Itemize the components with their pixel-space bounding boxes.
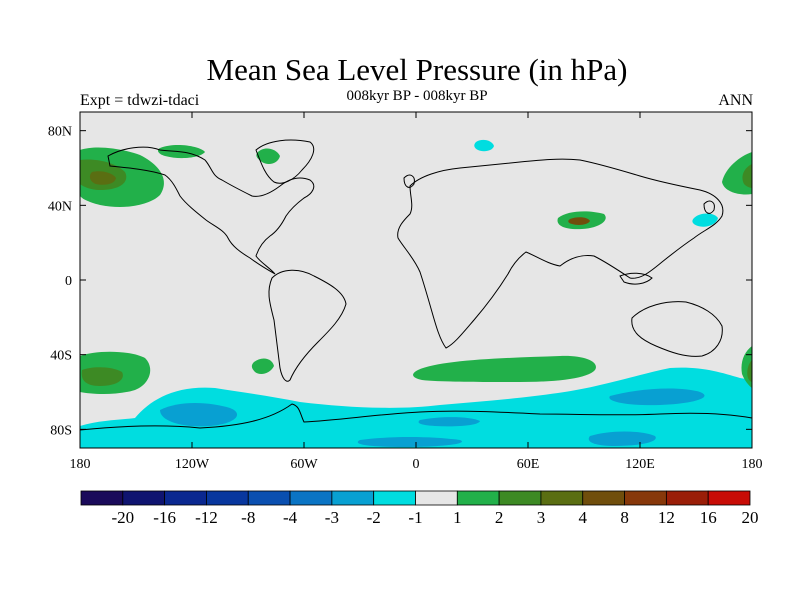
colorbar-label: 16 bbox=[700, 508, 717, 527]
colorbar-label: 2 bbox=[495, 508, 504, 527]
colorbar-swatch bbox=[164, 490, 207, 506]
lon-tick-label: 180 bbox=[70, 457, 91, 472]
colorbar-label: -20 bbox=[111, 508, 134, 527]
arctic-negative-anomaly bbox=[474, 139, 494, 152]
colorbar-swatch bbox=[331, 490, 375, 506]
lon-tick-label: 60E bbox=[517, 457, 540, 472]
australia-coast bbox=[631, 301, 723, 357]
southern-ocean-negative-anomaly bbox=[80, 367, 752, 448]
north-pacific-strongest-anomaly bbox=[89, 171, 116, 185]
north-pacific-negative-anomaly bbox=[692, 213, 718, 227]
south-indian-positive-anomaly bbox=[413, 355, 596, 382]
south-pacific-east-stronger-anomaly bbox=[747, 360, 752, 382]
colorbar-swatch bbox=[122, 490, 166, 506]
colorbar-swatch bbox=[540, 490, 584, 506]
colorbar-swatch bbox=[498, 490, 542, 506]
colorbar-swatch bbox=[415, 490, 458, 506]
lat-tick-label: 0 bbox=[65, 274, 72, 289]
lat-tick-label: 40S bbox=[50, 349, 72, 364]
colorbar-label: 20 bbox=[742, 508, 759, 527]
colorbar: -20 -16 -12 -8 -4 -3 -2 -1 1 2 3 4 8 12 16 20 bbox=[80, 490, 759, 527]
colorbar-label: -8 bbox=[241, 508, 255, 527]
southern-ocean-moderate-anomaly bbox=[160, 403, 238, 427]
colorbar-label: 4 bbox=[579, 508, 588, 527]
lon-tick-label: 120W bbox=[175, 457, 210, 472]
japan-coast bbox=[703, 200, 715, 214]
colorbar-label: 12 bbox=[658, 508, 675, 527]
experiment-label: Expt = tdwzi-tdaci bbox=[80, 92, 200, 109]
south-pacific-stronger-anomaly bbox=[81, 367, 123, 386]
colorbar-swatch bbox=[665, 490, 709, 506]
colorbar-swatch bbox=[247, 490, 291, 506]
colorbar-swatch bbox=[80, 490, 124, 506]
lat-tick-label: 80S bbox=[50, 423, 72, 438]
greenland-coast bbox=[255, 139, 315, 184]
uk-coast bbox=[403, 174, 415, 188]
map-area bbox=[79, 111, 753, 449]
lon-tick-label: 0 bbox=[413, 457, 420, 472]
north-pacific-stronger-anomaly bbox=[742, 164, 752, 188]
colorbar-label: -1 bbox=[408, 508, 422, 527]
southern-ocean-moderate-anomaly bbox=[357, 437, 462, 447]
season-label: ANN bbox=[718, 92, 753, 109]
colorbar-label: -4 bbox=[283, 508, 298, 527]
colorbar-label: 1 bbox=[453, 508, 462, 527]
lat-tick-label: 40N bbox=[48, 199, 72, 214]
coastlines bbox=[79, 139, 753, 431]
southern-ocean-moderate-anomaly bbox=[418, 417, 480, 427]
map-title: Mean Sea Level Pressure (in hPa) bbox=[206, 52, 628, 87]
europe-africa-coast bbox=[397, 158, 724, 349]
tibetan-strongest-anomaly bbox=[568, 217, 590, 225]
colorbar-swatch bbox=[206, 490, 249, 506]
lon-tick-label: 60W bbox=[290, 457, 318, 472]
lon-tick-label: 180 bbox=[742, 457, 763, 472]
colorbar-swatch bbox=[582, 490, 625, 506]
colorbar-label: -3 bbox=[325, 508, 339, 527]
southern-ocean-moderate-anomaly bbox=[609, 388, 705, 406]
colorbar-swatch bbox=[624, 490, 667, 506]
greenland-positive-anomaly bbox=[256, 148, 280, 164]
southern-ocean-moderate-anomaly bbox=[588, 431, 656, 446]
colorbar-swatch bbox=[707, 490, 751, 506]
latitude-axis: 80N 40N 0 40S 80S bbox=[48, 125, 752, 438]
colorbar-label: -16 bbox=[153, 508, 176, 527]
lon-tick-label: 120E bbox=[625, 457, 655, 472]
colorbar-label: 8 bbox=[620, 508, 629, 527]
colorbar-label: 3 bbox=[537, 508, 546, 527]
colorbar-label: -12 bbox=[195, 508, 218, 527]
time-range-label: 008kyr BP - 008kyr BP bbox=[346, 88, 488, 104]
colorbar-swatch bbox=[373, 490, 416, 506]
colorbar-swatch bbox=[289, 490, 333, 506]
south-atlantic-positive-anomaly bbox=[251, 358, 274, 374]
south-america-coast bbox=[268, 269, 347, 382]
lat-tick-label: 80N bbox=[48, 125, 72, 140]
antarctica-coast bbox=[79, 403, 753, 431]
colorbar-swatch bbox=[456, 490, 500, 506]
north-america-coast bbox=[107, 146, 315, 275]
colorbar-label: -2 bbox=[367, 508, 381, 527]
indonesia-coast bbox=[619, 272, 653, 285]
longitude-axis: 180 120W 60W 0 60E 120E 180 bbox=[70, 112, 763, 472]
